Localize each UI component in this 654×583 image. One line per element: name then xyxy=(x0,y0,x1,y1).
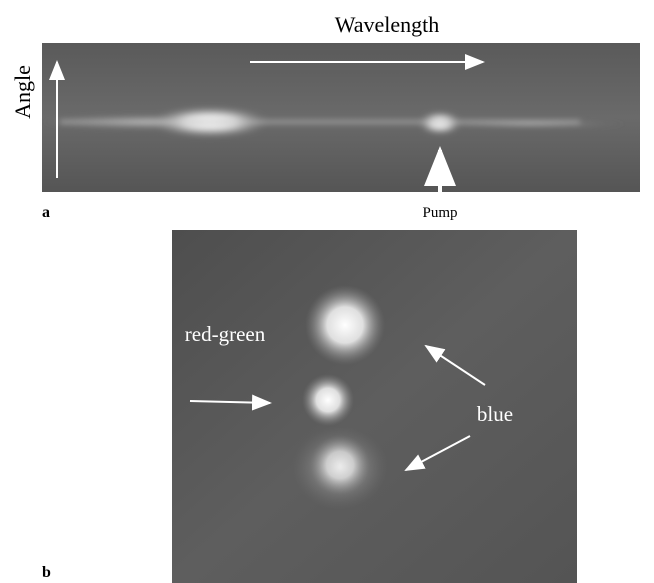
spots xyxy=(292,285,388,510)
panel-label: b xyxy=(42,564,51,581)
arrow xyxy=(424,344,486,386)
arrow xyxy=(189,394,272,411)
arrow xyxy=(404,435,471,471)
spectrum-streak xyxy=(40,106,630,138)
pump-label: Pump xyxy=(422,205,457,221)
annotation: blue xyxy=(477,402,513,426)
x-axis-title: Wavelength xyxy=(335,12,440,37)
spots-image xyxy=(172,230,577,583)
y-axis-title: Angle xyxy=(10,65,35,119)
annotation: red-green xyxy=(185,322,266,346)
panel-label: a xyxy=(42,204,50,221)
